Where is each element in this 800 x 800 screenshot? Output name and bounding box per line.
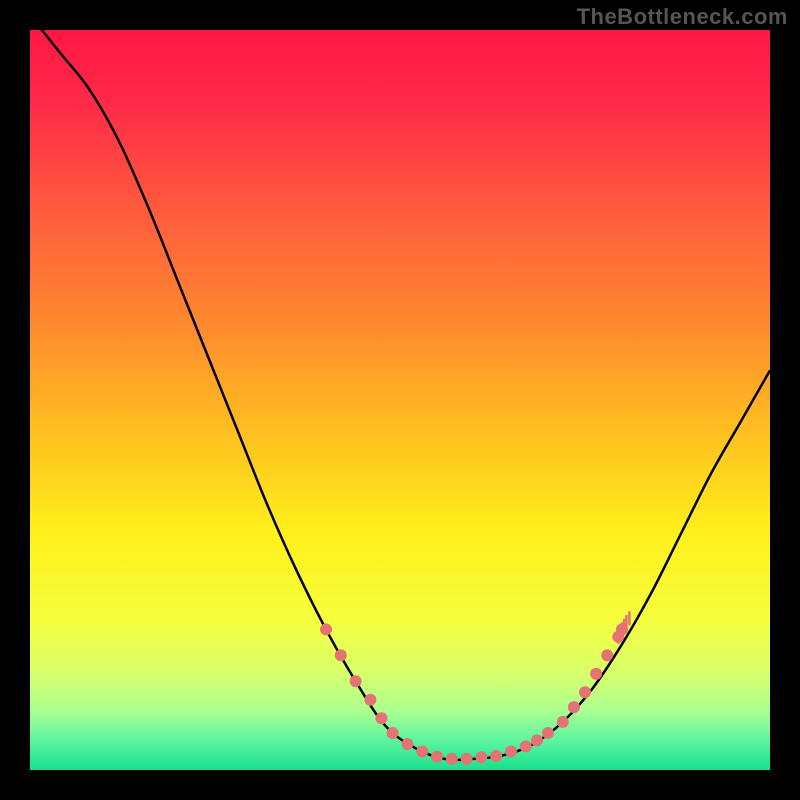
- highlight-dot: [461, 753, 473, 765]
- highlight-dot: [531, 734, 543, 746]
- highlight-dot: [475, 751, 487, 763]
- highlight-dot: [590, 668, 602, 680]
- highlight-dot: [542, 727, 554, 739]
- highlight-dot: [490, 750, 502, 762]
- highlight-dot: [416, 746, 428, 758]
- plot-area: [30, 30, 770, 770]
- highlight-dot: [350, 675, 362, 687]
- highlight-dot: [520, 740, 532, 752]
- highlight-dot: [320, 623, 332, 635]
- highlight-dot: [401, 738, 413, 750]
- watermark-text: TheBottleneck.com: [577, 4, 788, 30]
- highlight-dot: [601, 649, 613, 661]
- highlight-dot: [335, 649, 347, 661]
- chart-container: TheBottleneck.com: [0, 0, 800, 800]
- bottleneck-curve-chart: [30, 30, 770, 770]
- highlight-dot: [364, 694, 376, 706]
- highlight-dot: [431, 751, 443, 763]
- highlight-dot: [376, 712, 388, 724]
- highlight-dot: [446, 753, 458, 765]
- highlight-dot: [579, 686, 591, 698]
- highlight-dot: [557, 716, 569, 728]
- highlight-dot: [387, 727, 399, 739]
- gradient-background: [30, 30, 770, 770]
- highlight-dot: [505, 746, 517, 758]
- highlight-dot: [568, 701, 580, 713]
